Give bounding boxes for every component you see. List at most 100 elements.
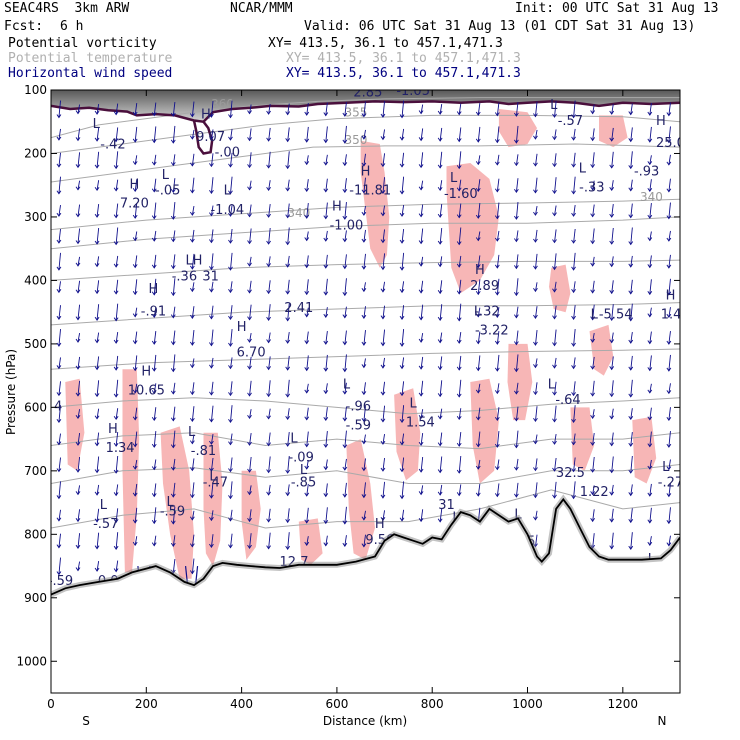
wind-vector-shaft (496, 230, 500, 242)
wind-vector-shaft (420, 180, 424, 190)
wind-vector-shaft (630, 103, 633, 115)
wind-vector-shaft (58, 228, 61, 244)
wind-vector (170, 254, 176, 270)
wind-vector (170, 330, 176, 346)
wind-vector (56, 357, 62, 370)
wind-vector-head (609, 393, 615, 398)
wind-vector-shaft (592, 128, 595, 141)
wind-vector-shaft (96, 380, 100, 397)
wind-vector (437, 332, 443, 344)
wind-vector (228, 176, 233, 195)
wind-vector-shaft (382, 229, 386, 243)
wind-vector (647, 102, 653, 116)
wind-vector (189, 358, 195, 369)
wind-vector-shaft (630, 455, 633, 474)
wind-vector-shaft (630, 331, 633, 344)
wind-vector-shaft (249, 256, 252, 266)
wind-vector-shaft (287, 151, 290, 169)
wind-vector-head (228, 495, 233, 500)
wind-vector-head (666, 139, 672, 144)
wind-vector-head (285, 519, 291, 524)
wind-vector (361, 206, 367, 216)
wind-vector-head (666, 237, 672, 242)
wind-vector-head (380, 136, 386, 141)
wind-vector-head (418, 110, 424, 115)
wind-vector-head (475, 367, 481, 372)
wind-vector-shaft (401, 305, 405, 320)
wind-vector-shaft (115, 432, 119, 447)
wind-vector (475, 102, 481, 116)
wind-vector-shaft (420, 104, 424, 114)
wind-vector (247, 280, 252, 294)
wind-vector (475, 459, 481, 470)
wind-vector-shaft (96, 304, 100, 321)
hl-label-29: H (149, 282, 159, 297)
wind-vector-head (533, 113, 538, 118)
wind-vector (475, 483, 481, 497)
hl-label-70: -.59 (160, 504, 185, 519)
wind-vector-shaft (58, 357, 61, 369)
wind-vector-shaft (210, 177, 214, 194)
wind-vector-shaft (230, 433, 233, 445)
wind-vector-shaft (306, 231, 309, 241)
wind-vector-shaft (344, 330, 347, 345)
wind-vector (132, 383, 138, 394)
wind-vector-shaft (458, 303, 462, 321)
wind-vector-head (647, 340, 653, 345)
wind-vector-shaft (477, 179, 481, 192)
wind-vector (151, 431, 157, 448)
wind-vector-head (94, 393, 100, 398)
wind-vector-shaft (534, 253, 538, 269)
wind-vector (514, 254, 519, 270)
wind-vector-head (666, 313, 672, 318)
wind-vector (609, 304, 615, 321)
pv-patch-8 (203, 432, 223, 567)
hl-label-47: -.96 (346, 400, 371, 415)
wind-vector-shaft (230, 357, 233, 369)
wind-vector-shaft (496, 254, 500, 268)
wind-vector-head (189, 467, 195, 472)
wind-vector-head (266, 240, 271, 245)
wind-vector-shaft (210, 481, 214, 498)
hl-label-12: 2.85 (353, 85, 382, 100)
wind-vector-head (456, 492, 462, 497)
wind-vector-shaft (306, 331, 309, 344)
wind-vector (209, 100, 214, 118)
wind-vector (151, 307, 157, 318)
wind-vector (514, 430, 519, 449)
wind-vector (552, 405, 557, 423)
wind-vector-shaft (287, 432, 290, 447)
hl-label-65: 1.22 (580, 485, 609, 500)
wind-vector (647, 179, 653, 193)
wind-vector-head (75, 567, 81, 572)
wind-vector-head (75, 544, 81, 549)
wind-vector-head (361, 494, 367, 499)
wind-vector-head (170, 314, 176, 319)
wind-vector-shaft (96, 456, 100, 473)
wind-vector-head (151, 443, 157, 448)
wind-vector (304, 203, 310, 219)
wind-vector-shaft (210, 129, 214, 140)
wind-vector-head (552, 189, 557, 195)
wind-vector-head (228, 315, 233, 320)
wind-vector-head (75, 240, 81, 245)
wind-vector (228, 457, 233, 473)
wind-vector-shaft (306, 483, 309, 496)
wind-vector-head (571, 392, 576, 397)
wind-vector-head (75, 338, 81, 343)
wind-vector-shaft (287, 303, 290, 321)
wind-vector (590, 380, 596, 397)
wind-vector-shaft (306, 203, 309, 219)
wind-vector-head (209, 391, 214, 396)
wind-vector (132, 231, 138, 242)
wind-vector (304, 407, 310, 421)
wind-vector (494, 330, 500, 345)
pv-patch-0 (360, 140, 390, 268)
hl-label-18: L (224, 184, 232, 199)
wind-vector-shaft (115, 560, 119, 572)
wind-vector-shaft (477, 126, 481, 142)
wind-vector (132, 279, 138, 296)
hl-label-22: L (450, 171, 458, 186)
wind-vector-shaft (363, 306, 366, 319)
wind-vector (266, 408, 271, 420)
